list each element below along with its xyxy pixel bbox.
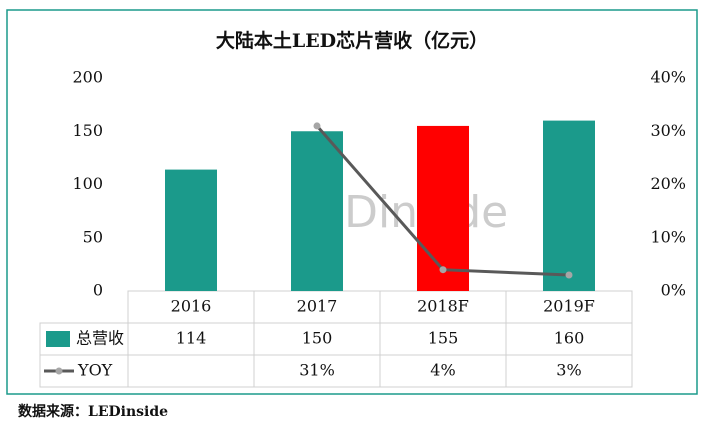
yoy-marker — [565, 271, 573, 279]
source-note: 数据来源：LEDinside — [18, 403, 168, 420]
table-value: 31% — [299, 361, 335, 380]
table-value: 160 — [554, 329, 585, 348]
x-tick-label: 2019F — [543, 297, 595, 316]
y2-tick-label: 10% — [650, 227, 686, 246]
table-cell — [39, 354, 129, 388]
table-value: 3% — [556, 361, 581, 380]
y2-tick-label: 20% — [650, 174, 686, 193]
y2-tick-label: 0% — [661, 281, 686, 300]
table-value: 4% — [430, 361, 455, 380]
y-tick-label: 50 — [83, 227, 103, 246]
bar — [543, 120, 595, 291]
x-tick-label: 2017 — [297, 297, 338, 316]
table-value: 150 — [302, 329, 333, 348]
chart-title: 大陆本土LED芯片营收（亿元） — [216, 29, 488, 52]
table-value: 155 — [428, 329, 459, 348]
y-tick-label: 200 — [72, 68, 103, 87]
yoy-marker — [439, 266, 447, 274]
y-tick-label: 150 — [72, 121, 103, 140]
legend-swatch — [46, 331, 70, 347]
y2-tick-label: 30% — [650, 121, 686, 140]
legend-label: 总营收 — [76, 329, 124, 348]
x-tick-label: 2016 — [171, 297, 212, 316]
y-tick-label: 0 — [93, 281, 103, 300]
bar — [291, 131, 343, 291]
y-tick-label: 100 — [72, 174, 103, 193]
x-tick-label: 2018F — [417, 297, 469, 316]
yoy-marker — [313, 122, 321, 130]
bar — [417, 125, 469, 291]
legend-marker — [55, 367, 63, 375]
legend-label: YOY — [77, 361, 113, 380]
y2-tick-label: 40% — [650, 68, 686, 87]
table-cell — [505, 354, 633, 388]
bar — [165, 169, 217, 291]
table-value: 114 — [176, 329, 207, 348]
